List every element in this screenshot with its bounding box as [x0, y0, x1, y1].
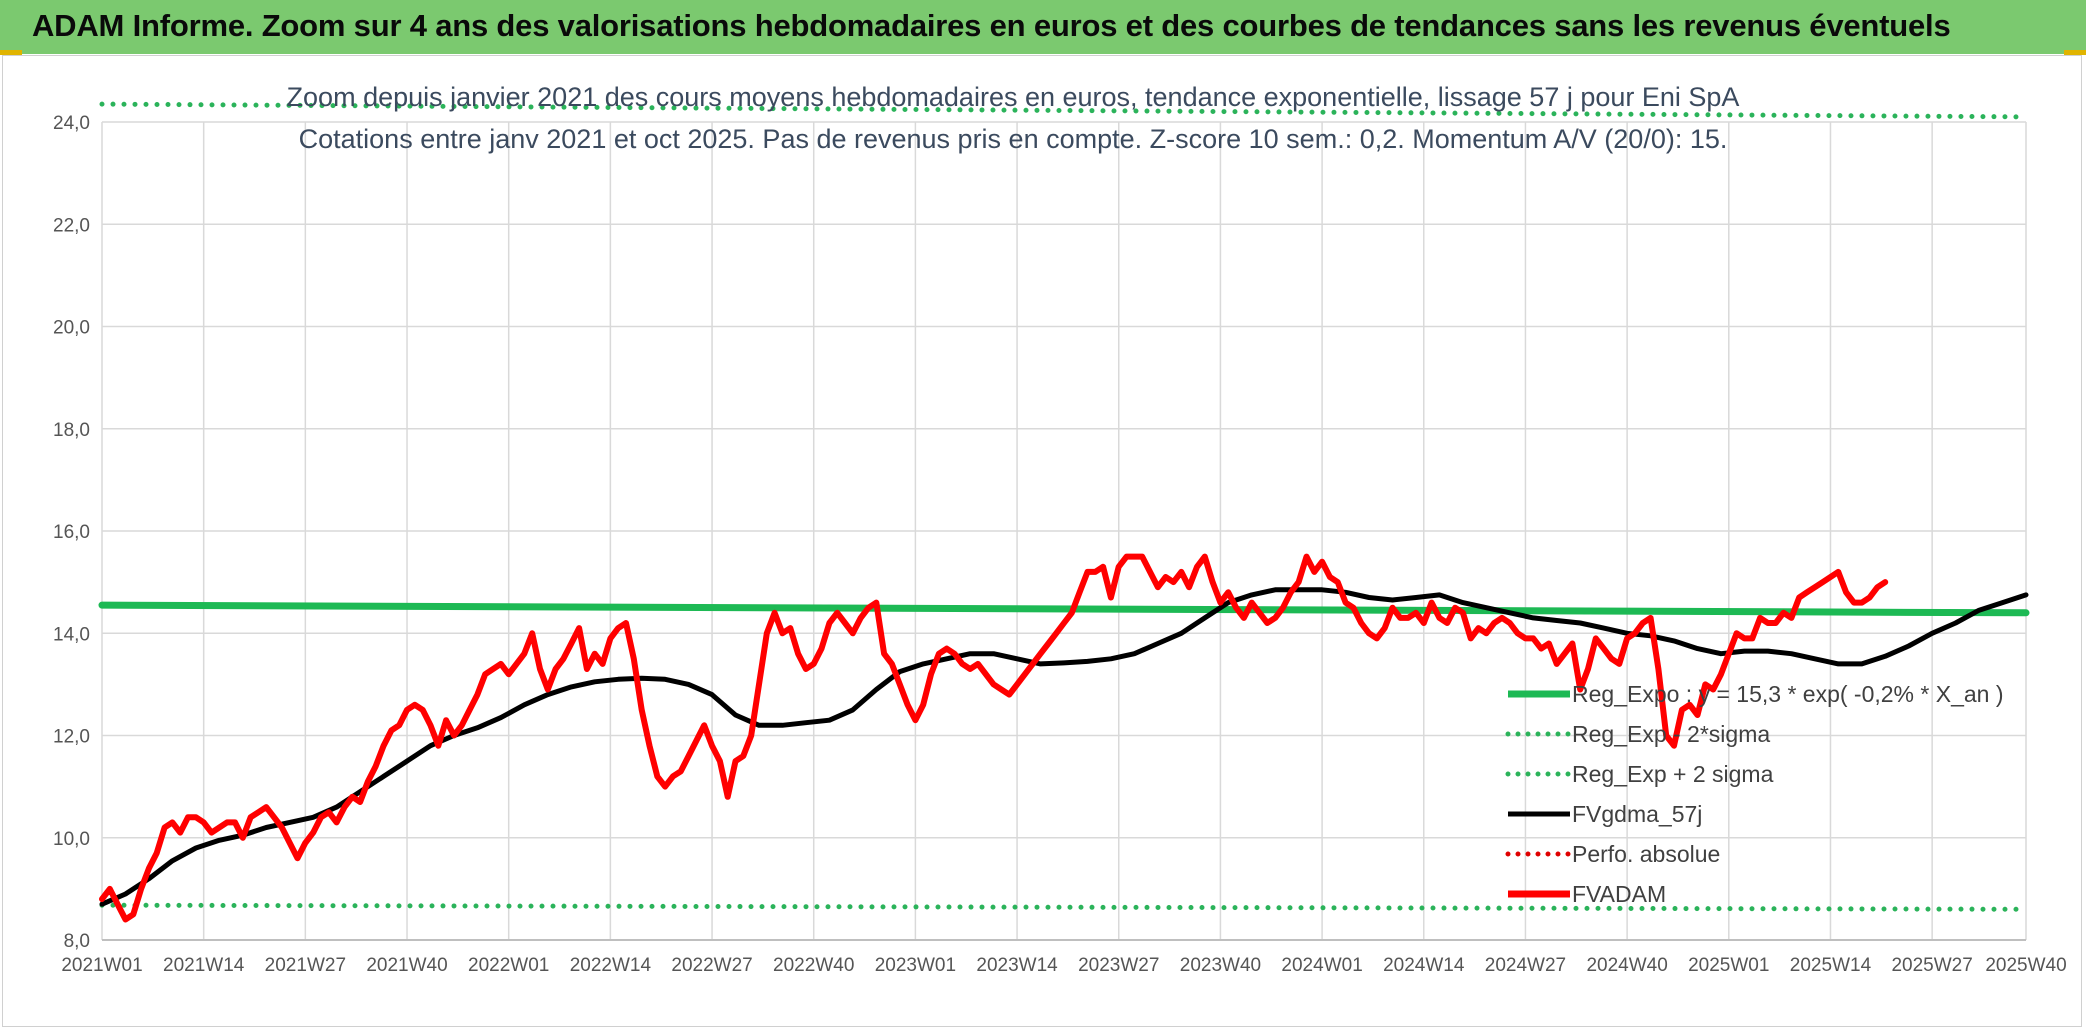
y-tick-label: 14,0: [53, 624, 90, 645]
x-tick-label: 2021W01: [61, 955, 142, 976]
y-tick-label: 22,0: [53, 215, 90, 236]
banner-accent-left: [0, 50, 22, 55]
x-tick-label: 2023W01: [875, 955, 956, 976]
x-tick-label: 2025W27: [1891, 955, 1972, 976]
y-axis-ticks: 8,0 10,0 12,0 14,0 16,0 18,0 20,0 22,0 24,0: [53, 113, 90, 952]
x-tick-label: 2022W14: [570, 955, 652, 976]
title-banner: ADAM Informe. Zoom sur 4 ans des valoris…: [0, 0, 2086, 54]
y-tick-label: 24,0: [53, 113, 90, 134]
legend-label-3: FVgdma_57j: [1572, 801, 1702, 827]
y-tick-label: 10,0: [53, 829, 90, 850]
x-tick-label: 2023W14: [976, 955, 1058, 976]
x-tick-label: 2022W27: [671, 955, 752, 976]
y-tick-label: 8,0: [64, 931, 90, 952]
legend-label-1: Reg_Exp - 2*sigma: [1572, 721, 1770, 747]
x-tick-label: 2024W27: [1485, 955, 1566, 976]
y-tick-label: 16,0: [53, 522, 90, 543]
series-line-5: [99, 553, 1889, 923]
x-tick-label: 2024W14: [1383, 955, 1465, 976]
chart-subtitle: Cotations entre janv 2021 et oct 2025. P…: [298, 124, 1728, 154]
series-line-1: [99, 902, 2029, 912]
x-tick-label: 2023W40: [1180, 955, 1261, 976]
chart-frame: [2, 55, 2082, 1027]
y-tick-label: 18,0: [53, 420, 90, 441]
legend-label-5: FVADAM: [1572, 881, 1666, 907]
x-tick-label: 2025W40: [1985, 955, 2066, 976]
x-tick-label: 2025W14: [1790, 955, 1872, 976]
series-line-2: [99, 101, 2029, 120]
x-axis-ticks: 2021W01 2021W14 2021W27 2021W40 2022W01 2022W…: [61, 955, 2066, 976]
x-tick-label: 2023W27: [1078, 955, 1159, 976]
legend: Reg_Expo : y = 15,3 * exp( -0,2% * X_an …: [1505, 681, 2004, 907]
x-tick-label: 2024W01: [1281, 955, 1362, 976]
y-tick-label: 12,0: [53, 727, 90, 748]
legend-label-0: Reg_Expo : y = 15,3 * exp( -0,2% * X_an …: [1572, 681, 2004, 707]
series-line-0: [98, 601, 2030, 617]
series-line-3: [99, 587, 2029, 907]
x-tick-label: 2021W14: [163, 955, 245, 976]
legend-label-4: Perfo. absolue: [1572, 841, 1720, 867]
x-tick-label: 2022W40: [773, 955, 854, 976]
banner-accent-right: [2064, 50, 2086, 55]
chart-title: Zoom depuis janvier 2021 des cours moyen…: [286, 82, 1740, 112]
x-tick-label: 2022W01: [468, 955, 549, 976]
series-lines: [98, 101, 2030, 923]
x-tick-label: 2024W40: [1586, 955, 1667, 976]
legend-label-2: Reg_Exp + 2 sigma: [1572, 761, 1774, 787]
grid: [101, 121, 2027, 941]
x-tick-label: 2021W40: [366, 955, 447, 976]
x-tick-label: 2021W27: [265, 955, 346, 976]
x-tick-label: 2025W01: [1688, 955, 1769, 976]
y-tick-label: 20,0: [53, 318, 90, 339]
banner-title: ADAM Informe. Zoom sur 4 ans des valoris…: [32, 8, 1951, 43]
